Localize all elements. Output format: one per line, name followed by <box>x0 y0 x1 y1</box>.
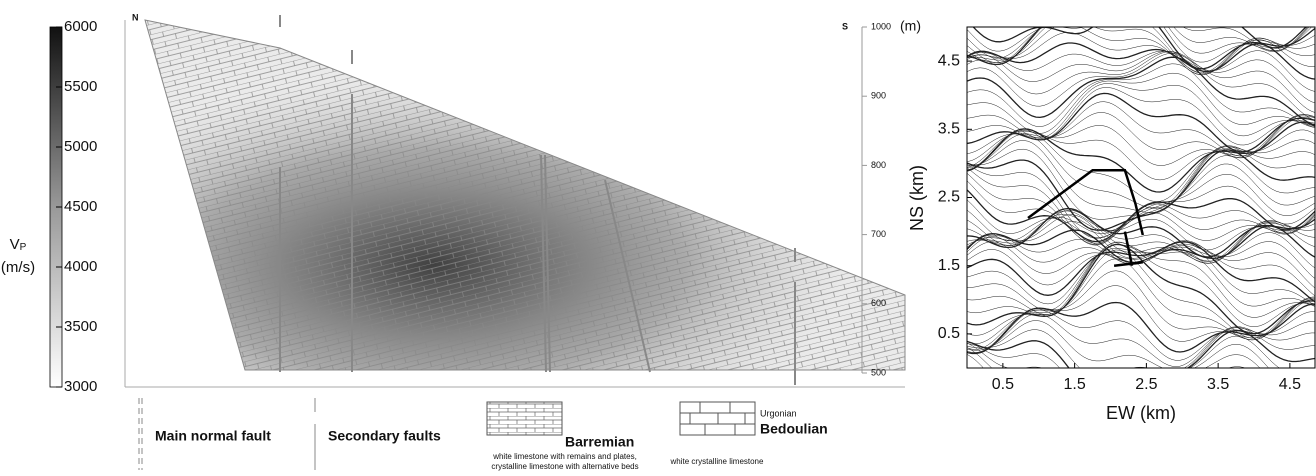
colorbar-label: VP <box>10 236 27 253</box>
figure: VP (m/s) N S (m) Main normal fault Secon… <box>0 0 1316 476</box>
contour <box>960 52 1316 114</box>
contour <box>960 286 1316 353</box>
contour <box>960 122 1316 192</box>
legend-label: Urgonian <box>760 408 797 418</box>
contour <box>960 242 1316 317</box>
y-tick-label: 6000 <box>64 18 97 35</box>
section-unit: (m) <box>900 18 921 34</box>
legend-desc: white crystalline limestone <box>670 457 764 466</box>
legend-label: Barremian <box>565 434 634 450</box>
contour <box>960 73 1316 133</box>
y-tick-label: 900 <box>871 91 886 101</box>
x-tick-label: 2.5 <box>1135 376 1157 393</box>
y-tick-label: 3500 <box>64 318 97 335</box>
x-tick-label: 3.5 <box>1207 376 1229 393</box>
legend-label: Main normal fault <box>155 428 271 444</box>
y-tick-label: 2.5 <box>938 189 960 206</box>
y-tick-label: 4.5 <box>938 52 960 69</box>
limestone-beds <box>145 20 905 370</box>
y-tick-label: 800 <box>871 160 886 170</box>
y-tick-label: 600 <box>871 298 886 308</box>
contour <box>960 271 1316 350</box>
legend-swatch <box>487 402 562 435</box>
y-tick-label: 3.5 <box>938 121 960 138</box>
contour <box>960 10 1316 69</box>
x-axis-label: EW (km) <box>1106 403 1176 423</box>
y-tick-label: 700 <box>871 229 886 239</box>
x-tick-label: 4.5 <box>1279 376 1301 393</box>
section-right-label: S <box>842 21 848 31</box>
contour <box>960 242 1316 292</box>
x-tick-label: 0.5 <box>992 376 1014 393</box>
y-tick-label: 5000 <box>64 138 97 155</box>
y-tick-label: 500 <box>871 367 886 377</box>
legend-label: Bedoulian <box>760 421 828 437</box>
y-tick-label: 5500 <box>64 78 97 95</box>
y-tick-label: 0.5 <box>938 325 960 342</box>
legend-desc: crystalline limestone with alternative b… <box>491 462 638 471</box>
contour <box>960 17 1316 75</box>
y-tick-label: 1.5 <box>938 257 960 274</box>
colorbar-unit: (m/s) <box>1 259 35 276</box>
x-tick-label: 1.5 <box>1064 376 1086 393</box>
legend-label: Secondary faults <box>328 428 441 444</box>
y-tick-label: 1000 <box>871 21 891 31</box>
y-tick-label: 3000 <box>64 378 97 395</box>
y-tick-label: 4500 <box>64 198 97 215</box>
section-left-label: N <box>132 12 139 22</box>
contour <box>960 134 1316 208</box>
contour <box>960 163 1316 243</box>
legend-symbol <box>139 398 142 470</box>
contour <box>960 242 1316 327</box>
contour <box>960 242 1316 305</box>
legend-desc: white limestone with remains and plates, <box>492 452 637 461</box>
y-tick-label: 4000 <box>64 258 97 275</box>
y-axis-label: NS (km) <box>907 165 927 231</box>
